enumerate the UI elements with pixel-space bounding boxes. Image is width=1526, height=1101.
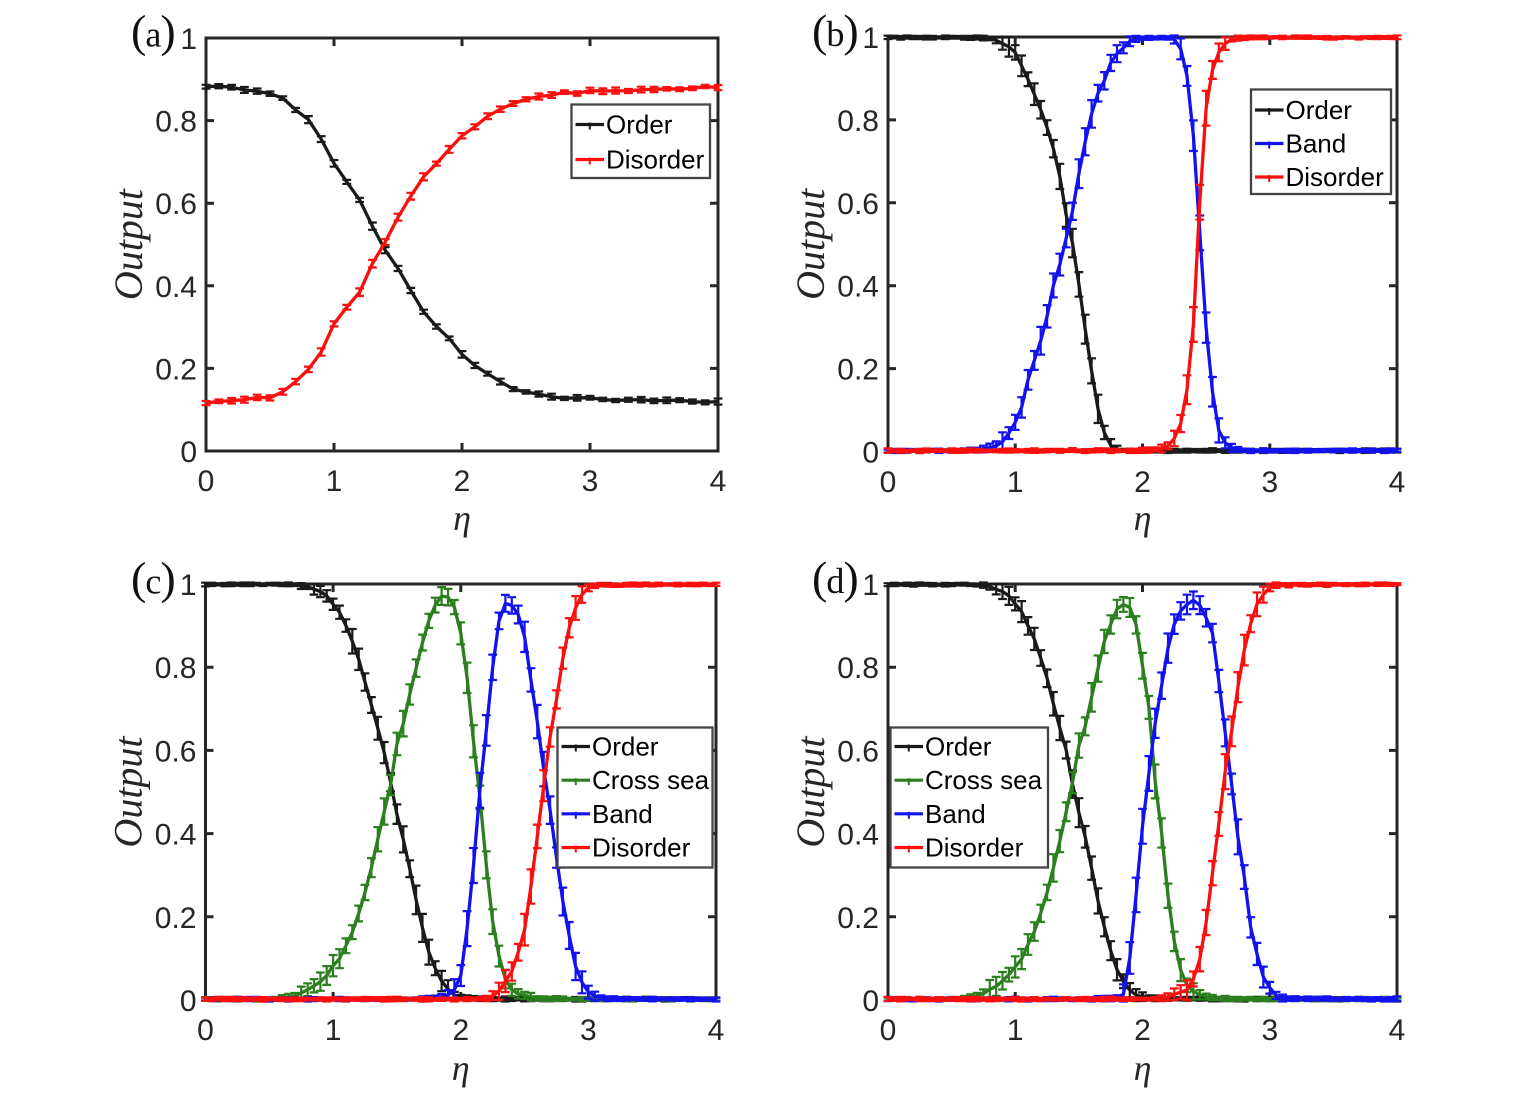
svg-text:1: 1: [325, 1014, 342, 1047]
svg-text:0.6: 0.6: [155, 188, 197, 221]
svg-text:(d): (d): [812, 552, 859, 603]
svg-text:0.4: 0.4: [837, 819, 879, 852]
svg-text:0.8: 0.8: [155, 106, 197, 139]
svg-text:3: 3: [1261, 1014, 1278, 1047]
svg-text:Disorder: Disorder: [592, 833, 691, 863]
svg-text:0.2: 0.2: [155, 902, 197, 935]
svg-text:Order: Order: [606, 110, 673, 140]
svg-text:η: η: [1134, 1048, 1152, 1088]
svg-text:0: 0: [180, 985, 197, 1018]
svg-text:2: 2: [452, 1014, 469, 1047]
svg-text:1: 1: [180, 569, 197, 602]
svg-text:η: η: [452, 1048, 470, 1088]
svg-text:0.2: 0.2: [837, 902, 879, 935]
svg-text:1: 1: [180, 23, 197, 56]
svg-text:1: 1: [1007, 466, 1024, 499]
svg-text:4: 4: [1389, 466, 1406, 499]
svg-text:1: 1: [862, 22, 879, 55]
svg-text:2: 2: [1134, 466, 1151, 499]
svg-text:(c): (c): [131, 553, 176, 604]
svg-text:Cross sea: Cross sea: [592, 765, 710, 795]
svg-text:0: 0: [880, 1014, 897, 1047]
svg-text:Band: Band: [1286, 129, 1347, 159]
svg-text:0.2: 0.2: [837, 354, 879, 387]
svg-text:Band: Band: [592, 799, 653, 829]
svg-text:Order: Order: [592, 732, 659, 762]
svg-text:0.6: 0.6: [155, 735, 197, 768]
svg-text:Disorder: Disorder: [1286, 162, 1385, 192]
svg-text:0.2: 0.2: [155, 353, 197, 386]
svg-text:Output: Output: [788, 188, 833, 300]
svg-text:1: 1: [1007, 1014, 1024, 1047]
svg-text:0: 0: [862, 437, 879, 470]
svg-text:Disorder: Disorder: [606, 145, 705, 175]
svg-text:0.4: 0.4: [837, 271, 879, 304]
svg-text:0: 0: [180, 436, 197, 469]
svg-text:3: 3: [580, 1014, 597, 1047]
svg-text:η: η: [1134, 498, 1152, 538]
svg-text:0: 0: [862, 985, 879, 1018]
svg-text:3: 3: [582, 465, 599, 498]
svg-text:Order: Order: [1286, 95, 1353, 125]
svg-text:2: 2: [454, 465, 471, 498]
svg-text:Band: Band: [925, 799, 986, 829]
svg-text:Output: Output: [106, 736, 151, 848]
svg-text:η: η: [453, 498, 471, 538]
svg-text:0.4: 0.4: [155, 819, 197, 852]
svg-text:0: 0: [880, 466, 897, 499]
svg-text:(a): (a): [131, 6, 176, 57]
svg-text:0: 0: [198, 465, 215, 498]
svg-text:2: 2: [1134, 1014, 1151, 1047]
svg-text:4: 4: [708, 1014, 725, 1047]
svg-text:0.8: 0.8: [837, 105, 879, 138]
svg-text:1: 1: [862, 569, 879, 602]
svg-text:3: 3: [1261, 466, 1278, 499]
svg-text:Cross sea: Cross sea: [925, 765, 1043, 795]
svg-text:4: 4: [710, 465, 727, 498]
svg-text:Output: Output: [106, 188, 151, 300]
svg-text:(b): (b): [812, 5, 859, 56]
svg-text:0.8: 0.8: [837, 652, 879, 685]
svg-text:0.4: 0.4: [155, 271, 197, 304]
svg-text:0.6: 0.6: [837, 735, 879, 768]
svg-text:1: 1: [326, 465, 343, 498]
svg-text:0: 0: [197, 1014, 214, 1047]
svg-text:Disorder: Disorder: [925, 833, 1024, 863]
svg-text:0.8: 0.8: [155, 652, 197, 685]
svg-text:Order: Order: [925, 732, 992, 762]
svg-text:Output: Output: [788, 736, 833, 848]
svg-text:4: 4: [1389, 1014, 1406, 1047]
svg-text:0.6: 0.6: [837, 188, 879, 221]
